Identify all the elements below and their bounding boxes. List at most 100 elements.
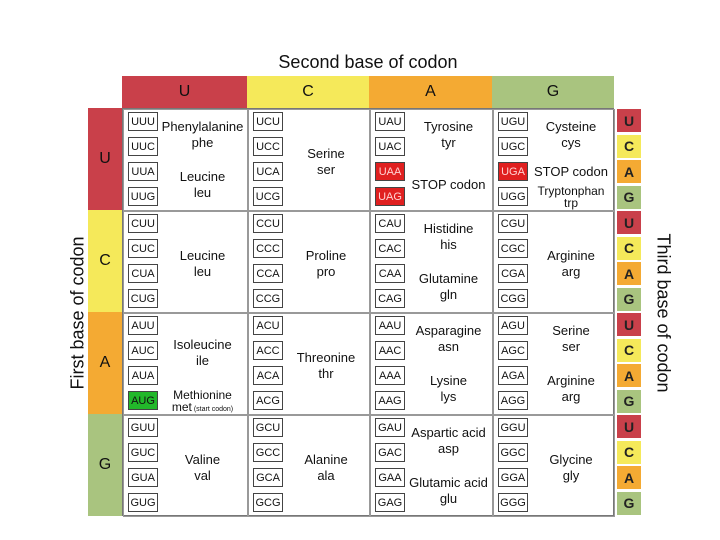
codon-GCU: GCU [253, 418, 283, 437]
amino-abbr-text: asp [438, 440, 459, 456]
codon-UUC: UUC [128, 137, 158, 156]
amino-abbr-text: arg [561, 263, 581, 279]
amino-abbr-text: asn [438, 338, 459, 354]
codon-GAG: GAG [375, 493, 405, 512]
codon-UCA: UCA [253, 162, 283, 181]
codon-UGG: UGG [498, 187, 528, 206]
codon-GAA: GAA [375, 468, 405, 487]
amino-note: (start codon) [191, 406, 234, 413]
first-base-label: First base of codon [67, 236, 88, 390]
codon-AAC: AAC [375, 341, 405, 360]
codon-UGU: UGU [498, 112, 528, 131]
amino-name: Glutamic acid [409, 474, 488, 490]
codon-ACA: ACA [253, 366, 283, 385]
codon-block-GA: GAU GAC GAA GAG Aspartic acid asp Glutamic aci… [370, 415, 493, 517]
codon-CUU: CUU [128, 214, 158, 233]
amino-name: Methionine [173, 388, 232, 402]
amino-abbr-text: glu [439, 490, 458, 506]
amino-abbr-text: phe [191, 134, 214, 150]
amino-acid-leucine: Leucine leu [160, 169, 245, 201]
codon-GUG: GUG [128, 493, 158, 512]
codon-GGU: GGU [498, 418, 528, 437]
third-base-A: A [617, 364, 641, 387]
third-base-U: U [617, 109, 641, 132]
codon-block-UA: UAU UAC UAA UAG Tyrosine tyr STOP codon [370, 109, 493, 211]
codon-CGU: CGU [498, 214, 528, 233]
codon-GAC: GAC [375, 443, 405, 462]
codon-AUC: AUC [128, 341, 158, 360]
second-base-header-C: C [247, 76, 369, 108]
amino-abbr: gln [407, 287, 490, 303]
amino-name: Serine [552, 322, 590, 338]
third-base-U: U [617, 211, 641, 234]
codon-block-GG: GGU GGC GGA GGG Glycine gly [493, 415, 615, 517]
amino-abbr-text: leu [193, 184, 212, 200]
codon-block-CC: CCU CCC CCA CCG Proline pro [248, 211, 370, 313]
codon-UAC: UAC [375, 137, 405, 156]
codon-CGC: CGC [498, 239, 528, 258]
third-base-G: G [617, 491, 641, 515]
amino-name: Glycine [549, 451, 593, 467]
third-base-C: C [617, 236, 641, 260]
amino-abbr: ile [160, 353, 245, 369]
amino-abbr: leu [160, 264, 245, 280]
codon-block-UU: UUU UUC UUA UUG Phenylalanine phe Leucine leu [123, 109, 248, 211]
amino-name: Leucine [179, 247, 226, 263]
amino-abbr: glu [407, 491, 490, 507]
amino-acid-glutamine: Glutamine gln [407, 271, 490, 303]
amino-acid-histidine: Histidine his [407, 221, 490, 253]
codon-GGA: GGA [498, 468, 528, 487]
third-base-U: U [617, 313, 641, 336]
codon-CUA: CUA [128, 264, 158, 283]
amino-abbr-text: ile [195, 353, 209, 368]
codon-CUG: CUG [128, 289, 158, 308]
amino-abbr-text: pro [316, 263, 336, 279]
amino-acid-methionine: Methionine met (start codon) [160, 389, 245, 416]
third-base-U: U [617, 415, 641, 438]
amino-name: Asparagine [415, 322, 482, 338]
amino-acid-tryptonphan: Tryptonphan trp [530, 185, 612, 209]
amino-name: STOP codon [534, 164, 608, 179]
amino-abbr: pro [285, 264, 367, 280]
codon-CAU: CAU [375, 214, 405, 233]
amino-acid-serine: Serine ser [530, 323, 612, 355]
second-base-header-G: G [492, 76, 614, 108]
amino-name: Phenylalanine [161, 118, 244, 134]
codon-AAU: AAU [375, 316, 405, 335]
amino-name: Alanine [304, 451, 348, 467]
amino-name: Tyrosine [423, 118, 474, 134]
codon-ACC: ACC [253, 341, 283, 360]
amino-abbr: ala [285, 468, 367, 484]
amino-abbr: leu [160, 185, 245, 201]
amino-acid-aspartic-acid: Aspartic acid asp [407, 425, 490, 457]
codon-CAA: CAA [375, 264, 405, 283]
third-base-C: C [617, 134, 641, 158]
codon-AGC: AGC [498, 341, 528, 360]
amino-acid-lysine: Lysine lys [407, 373, 490, 405]
codon-GUA: GUA [128, 468, 158, 487]
amino-name: STOP codon [411, 176, 486, 192]
codon-block-AG: AGU AGC AGA AGG Serine ser Arginine arg [493, 313, 615, 415]
codon-UUU: UUU [128, 112, 158, 131]
codon-GAU: GAU [375, 418, 405, 437]
amino-acid-leucine: Leucine leu [160, 248, 245, 280]
codon-GUU: GUU [128, 418, 158, 437]
first-base-header-A: A [88, 312, 122, 414]
codon-grid: UUU UUC UUA UUG Phenylalanine phe Leucine leu UC… [122, 108, 615, 517]
amino-name: Proline [305, 247, 347, 263]
third-base-G: G [617, 389, 641, 413]
amino-abbr-text: gln [439, 286, 458, 302]
codon-UUG: UUG [128, 187, 158, 206]
third-base-C: C [617, 440, 641, 464]
third-base-G: G [617, 185, 641, 209]
diagram-title: Second base of codon [278, 52, 458, 72]
codon-CGG: CGG [498, 289, 528, 308]
third-base-C: C [617, 338, 641, 362]
amino-abbr: cys [530, 135, 612, 151]
amino-abbr: asn [407, 339, 490, 355]
codon-UCG: UCG [253, 187, 283, 206]
amino-acid-stop-codon: STOP codon [530, 164, 612, 180]
amino-abbr-text: val [194, 467, 211, 483]
amino-abbr: met (start codon) [160, 401, 245, 416]
amino-abbr: his [407, 237, 490, 253]
